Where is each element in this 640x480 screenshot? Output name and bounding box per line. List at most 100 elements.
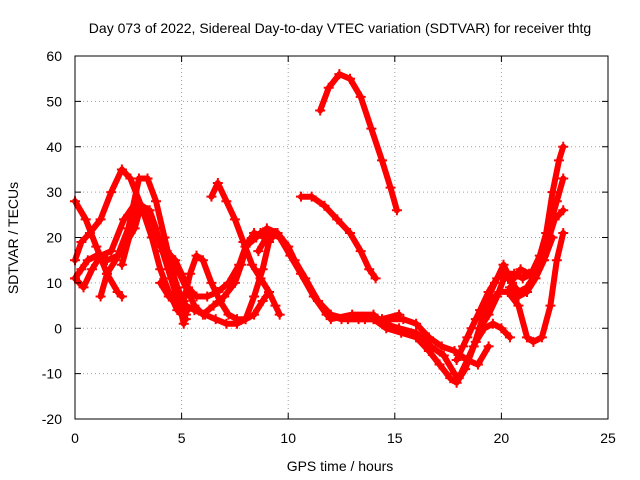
- data-point: [323, 82, 334, 93]
- y-tick-label: 30: [46, 184, 62, 200]
- y-tick-label: -10: [42, 366, 62, 382]
- data-point: [202, 291, 213, 302]
- data-point: [274, 309, 285, 320]
- y-tick-label: 0: [54, 320, 62, 336]
- data-point: [234, 259, 245, 270]
- data-point: [325, 314, 336, 325]
- x-tick-label: 20: [494, 430, 510, 446]
- data-point: [436, 341, 447, 352]
- data-point: [82, 255, 93, 266]
- data-point: [396, 327, 407, 338]
- data-point: [487, 318, 498, 329]
- data-point: [206, 277, 217, 288]
- data-point: [368, 314, 379, 325]
- data-point: [133, 173, 144, 184]
- data-point: [306, 191, 317, 202]
- data-point: [200, 309, 211, 320]
- x-tick-label: 25: [600, 430, 616, 446]
- data-point: [189, 305, 200, 316]
- data-point: [223, 277, 234, 288]
- data-point: [517, 273, 528, 284]
- data-point: [197, 255, 208, 266]
- data-point: [509, 268, 520, 279]
- data-point: [295, 268, 306, 279]
- data-point: [249, 291, 260, 302]
- data-point: [504, 332, 515, 343]
- x-tick-label: 15: [387, 430, 403, 446]
- data-point: [264, 286, 275, 297]
- data-point: [541, 227, 552, 238]
- data-point: [521, 286, 532, 297]
- data-point: [232, 318, 243, 329]
- data-point: [172, 300, 183, 311]
- data-point: [481, 296, 492, 307]
- data-point: [547, 187, 558, 198]
- data-point: [345, 73, 356, 84]
- data-point: [76, 237, 87, 248]
- data-point: [496, 323, 507, 334]
- data-point: [458, 341, 469, 352]
- data-point: [285, 250, 296, 261]
- data-point: [151, 196, 162, 207]
- data-point: [308, 291, 319, 302]
- data-point: [530, 273, 541, 284]
- data-point: [366, 123, 377, 134]
- data-point: [264, 227, 275, 238]
- data-point: [101, 268, 112, 279]
- data-point: [251, 232, 262, 243]
- data-point: [355, 91, 366, 102]
- data-point: [140, 205, 151, 216]
- data-point: [391, 205, 402, 216]
- series-line-arc15: [327, 311, 513, 382]
- data-point: [119, 214, 130, 225]
- data-point: [270, 300, 281, 311]
- data-point: [451, 355, 462, 366]
- data-point: [528, 336, 539, 347]
- data-point: [180, 300, 191, 311]
- data-point: [106, 187, 117, 198]
- y-tick-label: 20: [46, 230, 62, 246]
- data-point: [513, 291, 524, 302]
- data-point: [332, 214, 343, 225]
- data-point: [101, 255, 112, 266]
- data-point: [229, 214, 240, 225]
- data-point: [377, 155, 388, 166]
- data-point: [364, 264, 375, 275]
- data-point: [125, 173, 136, 184]
- data-point: [398, 314, 409, 325]
- data-point: [500, 268, 511, 279]
- data-point: [95, 291, 106, 302]
- data-point: [87, 264, 98, 275]
- data-point: [163, 255, 174, 266]
- data-point: [223, 309, 234, 320]
- chart-title: Day 073 of 2022, Sidereal Day-to-day VTE…: [89, 20, 591, 36]
- x-tick-label: 5: [178, 430, 186, 446]
- data-point: [221, 318, 232, 329]
- data-point: [191, 291, 202, 302]
- data-point: [434, 359, 445, 370]
- data-point: [345, 227, 356, 238]
- data-point: [95, 214, 106, 225]
- series-line-arc16: [370, 230, 567, 386]
- data-point: [445, 373, 456, 384]
- data-point: [155, 241, 166, 252]
- series-line-arc10: [208, 180, 283, 318]
- data-point: [178, 318, 189, 329]
- data-point: [84, 227, 95, 238]
- series-group: [70, 69, 569, 388]
- data-point: [78, 282, 89, 293]
- data-point: [498, 259, 509, 270]
- data-point: [539, 255, 550, 266]
- data-point: [460, 364, 471, 375]
- data-point: [515, 264, 526, 275]
- data-point: [411, 318, 422, 329]
- data-point: [116, 291, 127, 302]
- data-point: [513, 300, 524, 311]
- x-tick-label: 10: [280, 430, 296, 446]
- data-point: [76, 264, 87, 275]
- data-point: [558, 205, 569, 216]
- data-point: [558, 173, 569, 184]
- data-point: [212, 178, 223, 189]
- data-point: [451, 377, 462, 388]
